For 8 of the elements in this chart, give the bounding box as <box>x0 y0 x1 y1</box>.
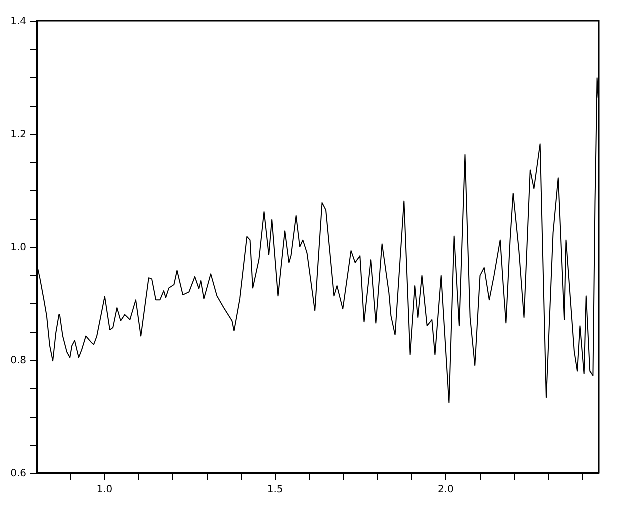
y-tick-label: 1.4 <box>10 16 26 28</box>
y-tick-label: 0.8 <box>10 356 26 366</box>
y-tick-label: 0.6 <box>10 468 26 480</box>
x-tick-label: 1.0 <box>96 484 113 496</box>
y-tick-label: 1.0 <box>10 242 26 254</box>
x-tick-label: 2.0 <box>438 484 454 496</box>
x-tick-label: 1.5 <box>267 484 284 496</box>
y-tick-label: 1.2 <box>10 130 26 140</box>
